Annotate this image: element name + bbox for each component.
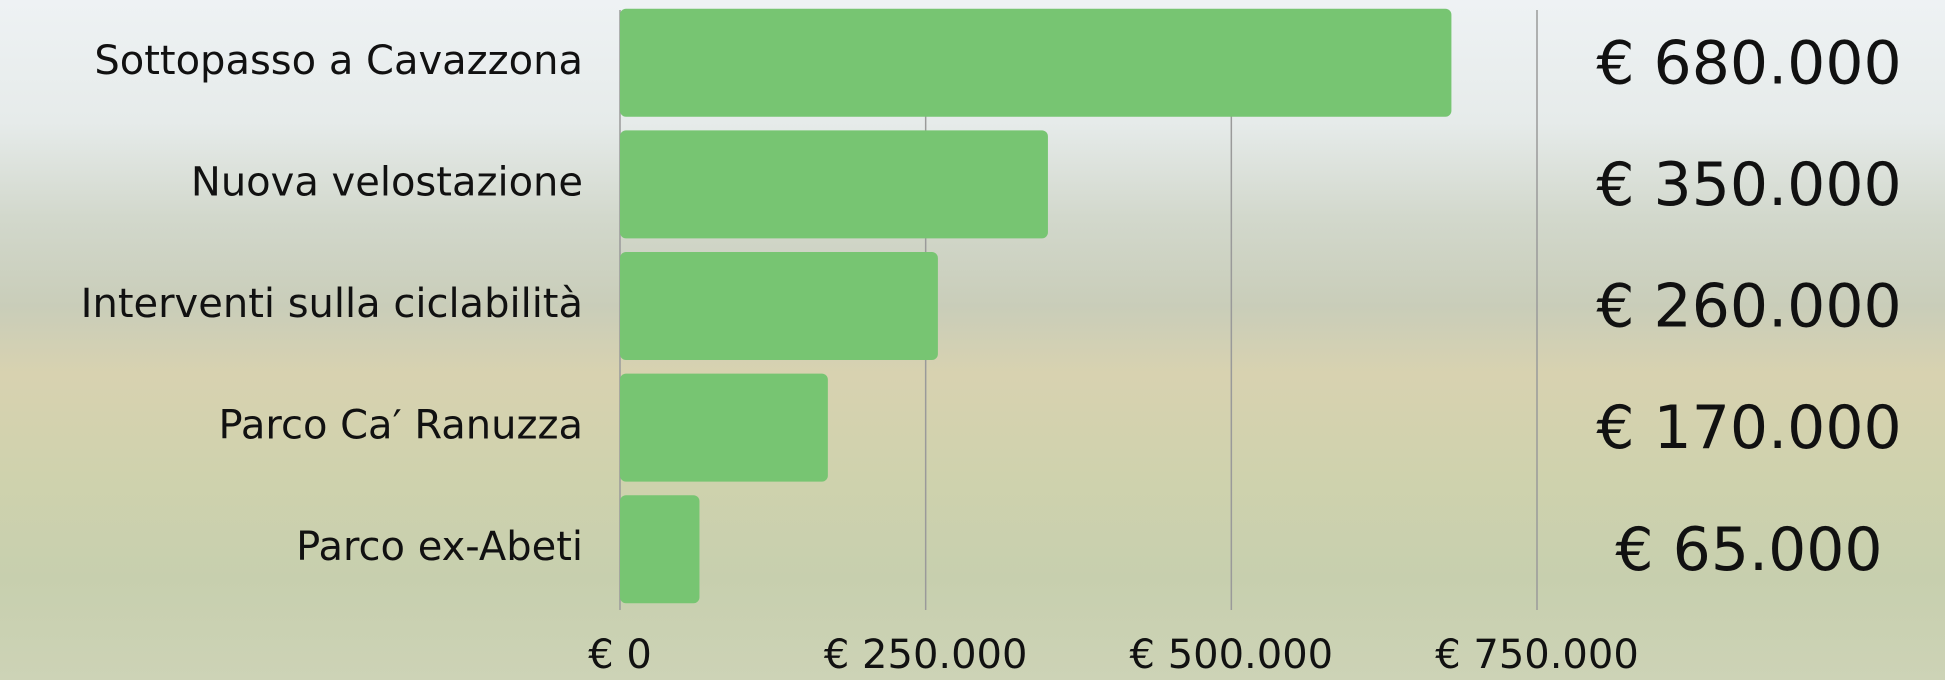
value-label: € 260.000: [1596, 272, 1901, 342]
value-label: € 65.000: [1615, 515, 1882, 585]
bar: [620, 252, 938, 360]
x-tick-label: € 0: [588, 632, 652, 678]
value-label: € 680.000: [1596, 28, 1901, 98]
category-label: Interventi sulla ciclabilità: [81, 281, 583, 327]
category-label: Parco Ca′ Ranuzza: [219, 403, 583, 449]
category-label: Parco ex-Abeti: [296, 524, 583, 570]
bar: [620, 130, 1048, 239]
category-label: Sottopasso a Cavazzona: [94, 38, 583, 84]
value-label: € 350.000: [1596, 150, 1901, 220]
x-tick-label: € 500.000: [1130, 632, 1334, 678]
value-label: € 170.000: [1596, 393, 1901, 463]
bar: [620, 8, 1452, 117]
bar: [620, 495, 700, 604]
category-label: Nuova velostazione: [191, 159, 583, 205]
x-tick-label: € 250.000: [824, 632, 1028, 678]
bar: [620, 373, 828, 482]
x-tick-label: € 750.000: [1435, 632, 1639, 678]
